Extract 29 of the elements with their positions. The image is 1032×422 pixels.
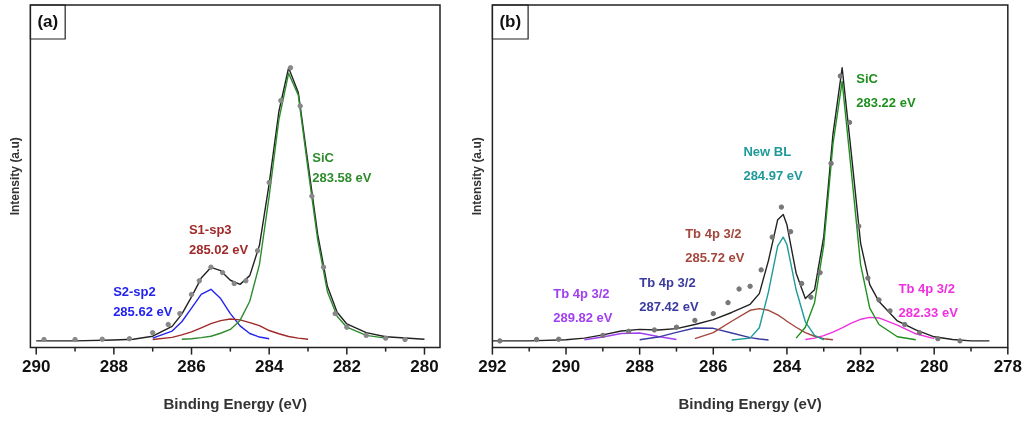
x-tick-label: 280 xyxy=(410,357,439,377)
x-tick-label: 290 xyxy=(551,357,581,377)
x-tick-label: 286 xyxy=(699,357,728,377)
annotation: Tb 4p 3/2 287.42 eV xyxy=(639,275,699,315)
x-tick-label: 292 xyxy=(478,357,507,377)
annotation: Tb 4p 3/2 285.72 eV xyxy=(685,226,745,266)
x-tick-label: 280 xyxy=(920,357,949,377)
x-tick-label: 284 xyxy=(254,357,284,377)
y-axis-title: Intensity (a.u) xyxy=(7,137,22,216)
x-tick-label: 284 xyxy=(772,357,802,377)
x-tick-label: 282 xyxy=(846,357,875,377)
annotation: S1-sp3 285.02 eV xyxy=(188,222,249,258)
x-tick-label: 286 xyxy=(177,357,206,377)
chart-title: (b) xyxy=(499,11,522,31)
x-tick-label: 288 xyxy=(625,357,654,377)
x-axis-title: Binding Energy (eV) xyxy=(163,395,307,413)
annotation: S2-sp2 285.62 eV xyxy=(113,284,173,320)
x-tick-label: 278 xyxy=(993,357,1023,377)
annotation: Tb 4p 3/2 282.33 eV xyxy=(898,280,959,320)
x-tick-label: 282 xyxy=(332,357,362,377)
annotation: Tb 4p 3/2 289.82 eV xyxy=(553,286,613,326)
annotation: SiC 283.58 eV xyxy=(312,149,372,185)
chart-title: (a) xyxy=(37,11,59,31)
x-tick-label: 290 xyxy=(22,357,51,377)
annotation: SiC 283.22 eV xyxy=(856,71,916,111)
annotation: New BL 284.97 eV xyxy=(743,143,804,183)
y-axis-title: Intensity (a.u) xyxy=(469,137,484,216)
x-tick-label: 288 xyxy=(99,357,129,377)
x-axis-title: Binding Energy (eV) xyxy=(678,395,822,413)
